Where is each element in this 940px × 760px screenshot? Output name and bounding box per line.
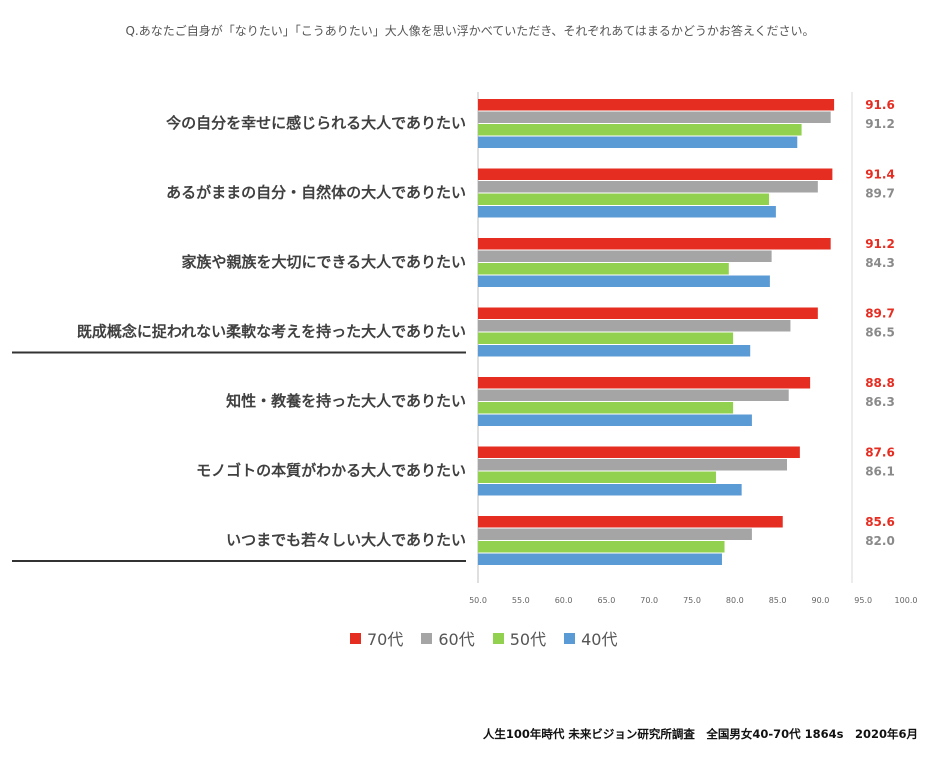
bar-60-3 bbox=[478, 250, 772, 262]
data-label-70: 91.6 bbox=[865, 98, 895, 112]
data-label-70: 87.6 bbox=[865, 446, 895, 460]
bar-50-3 bbox=[478, 263, 729, 275]
bar-60-1 bbox=[478, 111, 831, 123]
bar-60-6 bbox=[478, 459, 788, 471]
bar-60-4 bbox=[478, 320, 791, 332]
x-tick-label: 70.0 bbox=[640, 596, 658, 605]
x-tick-label: 50.0 bbox=[469, 596, 487, 605]
category-label: いつまでも若々しい大人でありたい bbox=[226, 531, 466, 549]
question-text: Q.あなたご自身が「なりたい」「こうありたい」大人像を思い浮かべていただき、それ… bbox=[125, 24, 815, 38]
bar-70-7 bbox=[478, 516, 783, 528]
legend-label-70: 70代 bbox=[367, 630, 404, 649]
bar-50-1 bbox=[478, 124, 802, 136]
bar-40-7 bbox=[478, 553, 722, 565]
bar-50-2 bbox=[478, 193, 770, 205]
bar-70-6 bbox=[478, 446, 800, 458]
bar-70-5 bbox=[478, 377, 811, 389]
legend-item-70: 70代 bbox=[350, 626, 403, 650]
legend-item-50: 50代 bbox=[492, 626, 547, 650]
category-label: 家族や親族を大切にできる大人でありたい bbox=[181, 253, 466, 271]
legend: 70代 60代 50代 40代 bbox=[350, 626, 618, 650]
data-label-60: 84.3 bbox=[865, 256, 895, 270]
x-tick-label: 100.0 bbox=[895, 596, 918, 605]
data-label-60: 82.0 bbox=[865, 534, 895, 548]
bar-50-4 bbox=[478, 332, 734, 344]
bar-40-4 bbox=[478, 345, 751, 357]
legend-label-40: 40代 bbox=[581, 630, 618, 649]
bar-40-3 bbox=[478, 275, 770, 287]
data-label-70: 85.6 bbox=[865, 515, 895, 529]
x-tick-label: 90.0 bbox=[811, 596, 829, 605]
data-label-70: 91.4 bbox=[865, 168, 895, 182]
x-tick-label: 65.0 bbox=[597, 596, 615, 605]
legend-swatch-70 bbox=[350, 632, 361, 644]
legend-item-60: 60代 bbox=[421, 626, 475, 650]
legend-label-50: 50代 bbox=[509, 630, 547, 649]
x-tick-label: 60.0 bbox=[555, 596, 573, 605]
bar-50-5 bbox=[478, 402, 734, 414]
category-label: あるがままの自分・自然体の大人でありたい bbox=[166, 184, 466, 202]
bar-40-6 bbox=[478, 484, 742, 496]
legend-swatch-50 bbox=[492, 632, 504, 644]
legend-item-40: 40代 bbox=[564, 626, 618, 650]
data-label-70: 91.2 bbox=[865, 237, 895, 251]
bar-70-3 bbox=[478, 238, 831, 250]
data-label-60: 89.7 bbox=[865, 187, 895, 201]
bar-50-6 bbox=[478, 471, 716, 483]
category-label: 知性・教養を持った大人でありたい bbox=[226, 392, 466, 410]
legend-label-60: 60代 bbox=[438, 630, 475, 649]
x-tick-label: 80.0 bbox=[726, 596, 744, 605]
category-label: 既成概念に捉われない柔軟な考えを持った大人でありたい bbox=[77, 323, 466, 341]
legend-swatch-40 bbox=[564, 632, 576, 644]
data-label-60: 86.3 bbox=[865, 395, 895, 409]
bar-70-2 bbox=[478, 168, 833, 180]
data-label-70: 89.7 bbox=[865, 307, 895, 321]
category-label: 今の自分を幸せに感じられる大人でありたい bbox=[165, 114, 466, 132]
bar-60-7 bbox=[478, 528, 752, 540]
bar-60-5 bbox=[478, 389, 789, 401]
data-label-60: 86.1 bbox=[865, 465, 895, 479]
legend-swatch-60 bbox=[421, 632, 433, 644]
x-tick-label: 55.0 bbox=[512, 596, 530, 605]
data-label-60: 91.2 bbox=[865, 117, 895, 131]
bar-70-4 bbox=[478, 307, 818, 319]
data-label-60: 86.5 bbox=[865, 326, 895, 340]
bar-60-2 bbox=[478, 181, 818, 193]
bar-50-7 bbox=[478, 541, 725, 553]
x-tick-label: 95.0 bbox=[854, 596, 872, 605]
data-label-70: 88.8 bbox=[865, 376, 895, 390]
x-tick-label: 85.0 bbox=[769, 596, 787, 605]
bar-chart: 50.0 55.0 60.0 65.0 70.0 75.0 80.0 85.0 90.0 95.0… bbox=[12, 92, 918, 605]
bar-40-2 bbox=[478, 206, 776, 218]
bar-40-1 bbox=[478, 136, 798, 148]
bar-70-1 bbox=[478, 99, 835, 111]
bar-40-5 bbox=[478, 414, 752, 426]
category-label: モノゴトの本質がわかる大人でありたい bbox=[196, 462, 466, 480]
source-note: 人生100年時代 未来ビジョン研究所調査 全国男女40-70代 1864s 20… bbox=[482, 727, 918, 741]
x-tick-label: 75.0 bbox=[683, 596, 701, 605]
